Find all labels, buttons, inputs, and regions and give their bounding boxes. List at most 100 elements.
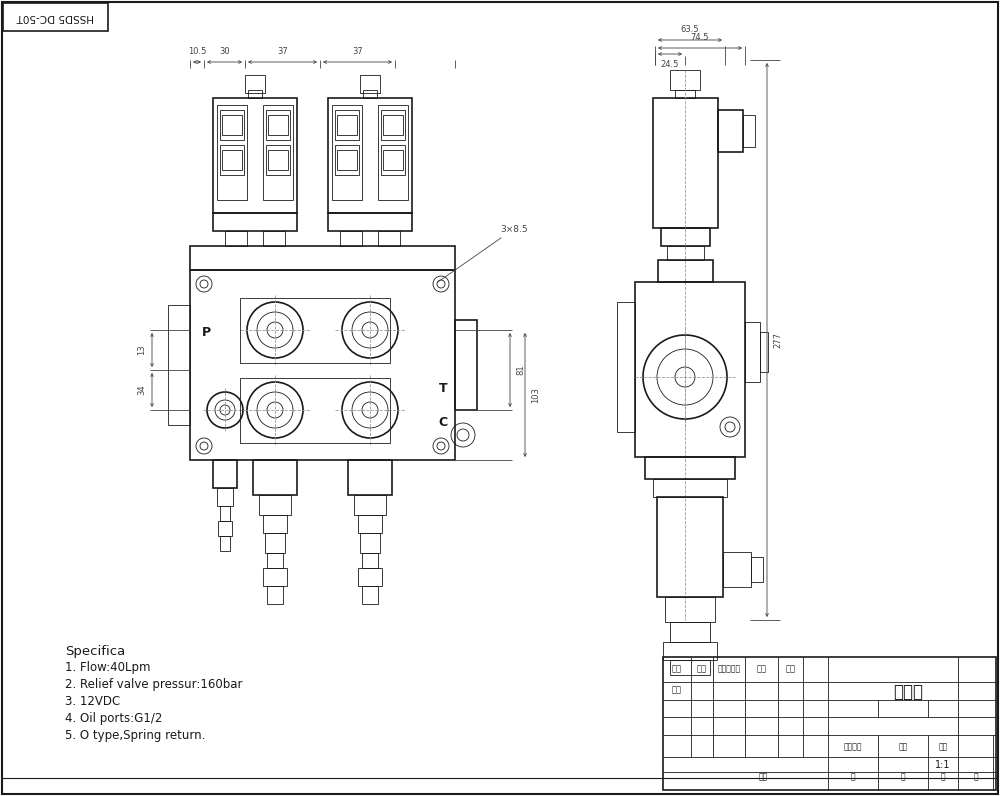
- Bar: [263, 231, 285, 246]
- Bar: [354, 495, 386, 515]
- Bar: [213, 460, 237, 488]
- Bar: [335, 145, 359, 175]
- Bar: [245, 75, 265, 93]
- Bar: [213, 98, 297, 213]
- Bar: [663, 657, 996, 790]
- Text: 74.5: 74.5: [691, 33, 709, 42]
- Bar: [263, 105, 293, 200]
- Bar: [222, 150, 242, 170]
- Bar: [220, 145, 244, 175]
- Text: Specifica: Specifica: [65, 645, 125, 658]
- Text: P: P: [201, 326, 211, 338]
- Text: 10.5: 10.5: [188, 47, 206, 56]
- Bar: [670, 660, 710, 675]
- Bar: [363, 90, 377, 98]
- Text: 37: 37: [277, 47, 288, 56]
- Bar: [667, 246, 704, 260]
- Text: 张: 张: [974, 772, 978, 782]
- Text: 比例: 比例: [938, 743, 948, 751]
- Bar: [268, 150, 288, 170]
- Bar: [718, 110, 743, 152]
- Bar: [259, 495, 291, 515]
- Bar: [645, 457, 735, 479]
- Bar: [266, 145, 290, 175]
- Bar: [3, 3, 108, 31]
- Text: 3×8.5: 3×8.5: [437, 224, 528, 283]
- Bar: [240, 298, 390, 363]
- Bar: [661, 228, 710, 246]
- Text: 数量: 数量: [898, 743, 908, 751]
- Text: 处数: 处数: [697, 665, 707, 673]
- Bar: [381, 145, 405, 175]
- Bar: [760, 332, 768, 372]
- Bar: [340, 231, 362, 246]
- Bar: [657, 497, 723, 597]
- Bar: [358, 515, 382, 533]
- Bar: [190, 270, 455, 460]
- Text: 日期: 日期: [786, 665, 796, 673]
- Bar: [383, 150, 403, 170]
- Bar: [217, 488, 233, 506]
- Bar: [348, 460, 392, 495]
- Bar: [248, 90, 262, 98]
- Bar: [266, 110, 290, 140]
- Bar: [213, 213, 297, 231]
- Text: 图源标记: 图源标记: [844, 743, 862, 751]
- Bar: [220, 506, 230, 521]
- Bar: [328, 213, 412, 231]
- Text: 张: 张: [901, 772, 905, 782]
- Text: 第: 第: [941, 772, 945, 782]
- Bar: [240, 378, 390, 443]
- Bar: [455, 320, 477, 410]
- Text: 63.5: 63.5: [681, 25, 699, 34]
- Bar: [670, 622, 710, 642]
- Bar: [332, 105, 362, 200]
- Text: 34: 34: [137, 384, 146, 396]
- Bar: [328, 98, 412, 213]
- Bar: [337, 150, 357, 170]
- Text: 标记: 标记: [672, 665, 682, 673]
- Bar: [222, 115, 242, 135]
- Bar: [225, 231, 247, 246]
- Text: 外形图: 外形图: [893, 683, 923, 701]
- Bar: [745, 322, 760, 382]
- Text: 4. Oil ports:G1/2: 4. Oil ports:G1/2: [65, 712, 162, 725]
- Bar: [267, 553, 283, 568]
- Bar: [675, 90, 695, 98]
- Text: 签字: 签字: [757, 665, 767, 673]
- Bar: [360, 75, 380, 93]
- Bar: [220, 110, 244, 140]
- Text: 277: 277: [773, 332, 782, 348]
- Bar: [253, 460, 297, 495]
- Bar: [635, 282, 745, 457]
- Bar: [743, 115, 755, 147]
- Text: T: T: [439, 381, 447, 395]
- Bar: [218, 521, 232, 536]
- Bar: [362, 553, 378, 568]
- Bar: [265, 533, 285, 553]
- Text: 共: 共: [851, 772, 855, 782]
- Text: 81: 81: [516, 365, 525, 375]
- Text: 1:1: 1:1: [935, 760, 951, 770]
- Bar: [658, 260, 713, 282]
- Bar: [220, 536, 230, 551]
- Text: 3. 12VDC: 3. 12VDC: [65, 695, 120, 708]
- Text: C: C: [438, 416, 448, 428]
- Bar: [190, 246, 455, 270]
- Text: 2. Relief valve pressur:160bar: 2. Relief valve pressur:160bar: [65, 678, 242, 691]
- Text: HSSD5 DC-50T: HSSD5 DC-50T: [16, 12, 94, 22]
- Bar: [217, 105, 247, 200]
- Text: 5. O type,Spring return.: 5. O type,Spring return.: [65, 729, 205, 742]
- Bar: [378, 105, 408, 200]
- Bar: [653, 98, 718, 228]
- Text: 13: 13: [137, 345, 146, 355]
- Bar: [381, 110, 405, 140]
- Text: 1. Flow:40Lpm: 1. Flow:40Lpm: [65, 661, 150, 674]
- Bar: [617, 302, 635, 432]
- Text: 30: 30: [219, 47, 230, 56]
- Text: 更改文件号: 更改文件号: [717, 665, 741, 673]
- Bar: [362, 586, 378, 604]
- Bar: [335, 110, 359, 140]
- Bar: [268, 115, 288, 135]
- Text: 103: 103: [531, 387, 540, 403]
